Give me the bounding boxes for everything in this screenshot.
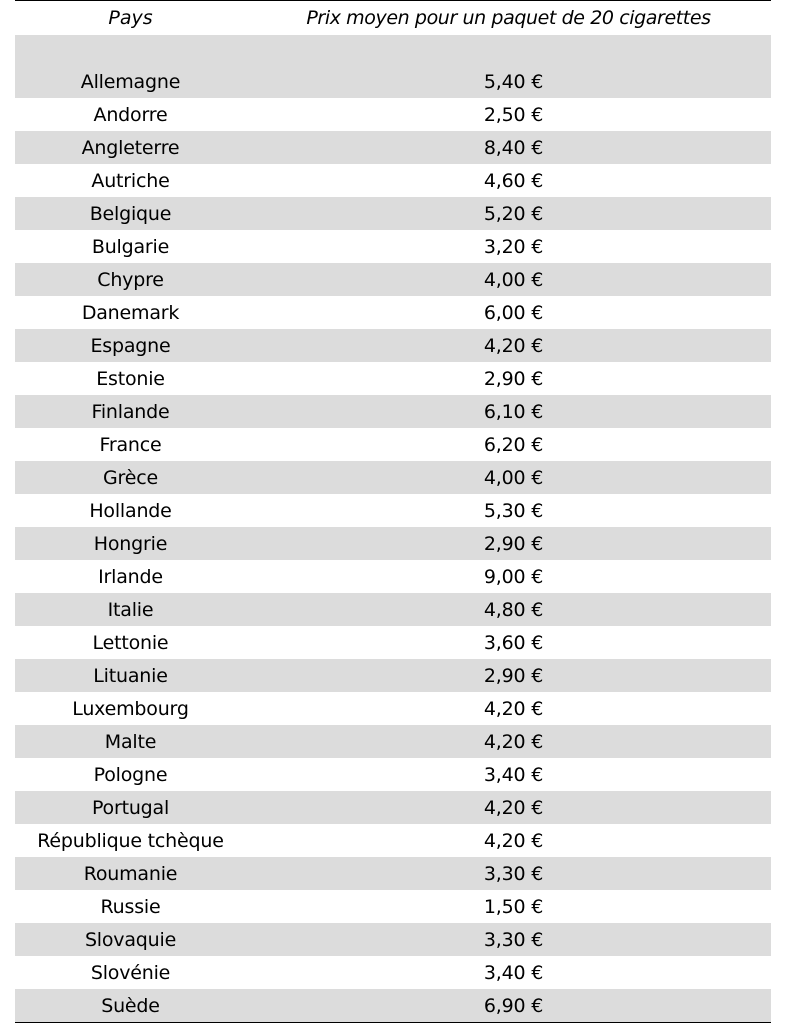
country-cell: Belgique bbox=[89, 202, 172, 225]
price-cell: 3,30 € bbox=[483, 928, 544, 951]
table-header-row: Pays Prix moyen pour un paquet de 20 cig… bbox=[15, 1, 771, 35]
table-row: République tchèque 4,20 € bbox=[15, 824, 771, 857]
price-cell: 2,90 € bbox=[483, 367, 544, 390]
price-cell: 4,20 € bbox=[483, 829, 544, 852]
country-cell: Espagne bbox=[90, 334, 171, 357]
country-cell: Portugal bbox=[91, 796, 170, 819]
price-cell: 3,40 € bbox=[483, 961, 544, 984]
price-cell: 8,40 € bbox=[483, 136, 544, 159]
table-row: Suède 6,90 € bbox=[15, 989, 771, 1022]
price-cell: 6,10 € bbox=[483, 400, 544, 423]
table-row: Hollande 5,30 € bbox=[15, 494, 771, 527]
table-row: Lituanie 2,90 € bbox=[15, 659, 771, 692]
price-cell: 3,40 € bbox=[483, 763, 544, 786]
price-cell: 4,00 € bbox=[483, 466, 544, 489]
country-cell: Andorre bbox=[93, 103, 168, 126]
country-cell: Allemagne bbox=[80, 70, 181, 93]
price-cell: 3,60 € bbox=[483, 631, 544, 654]
country-cell: Finlande bbox=[91, 400, 170, 423]
cigarette-price-table: Pays Prix moyen pour un paquet de 20 cig… bbox=[15, 0, 771, 1023]
price-cell: 4,60 € bbox=[483, 169, 544, 192]
price-cell: 2,90 € bbox=[483, 664, 544, 687]
price-cell: 5,30 € bbox=[483, 499, 544, 522]
country-cell: Hollande bbox=[89, 499, 172, 522]
table-row: Roumanie 3,30 € bbox=[15, 857, 771, 890]
table-row: Portugal 4,20 € bbox=[15, 791, 771, 824]
table-row: Allemagne 5,40 € bbox=[15, 65, 771, 98]
price-cell: 5,20 € bbox=[483, 202, 544, 225]
table-row: Bulgarie 3,20 € bbox=[15, 230, 771, 263]
table-row: Estonie 2,90 € bbox=[15, 362, 771, 395]
table-row: Grèce 4,00 € bbox=[15, 461, 771, 494]
table-row: Irlande 9,00 € bbox=[15, 560, 771, 593]
table-row: Hongrie 2,90 € bbox=[15, 527, 771, 560]
price-cell: 1,50 € bbox=[483, 895, 544, 918]
price-cell: 9,00 € bbox=[483, 565, 544, 588]
country-cell: Lettonie bbox=[92, 631, 169, 654]
country-cell: Chypre bbox=[97, 268, 164, 291]
price-cell: 4,80 € bbox=[483, 598, 544, 621]
price-cell: 5,40 € bbox=[483, 70, 544, 93]
table-row: Lettonie 3,60 € bbox=[15, 626, 771, 659]
country-column-header: Pays bbox=[108, 7, 153, 29]
table-row: Autriche 4,60 € bbox=[15, 164, 771, 197]
country-cell: France bbox=[99, 433, 162, 456]
table-row: Slovénie 3,40 € bbox=[15, 956, 771, 989]
country-cell: République tchèque bbox=[37, 829, 224, 852]
table-row: Russie 1,50 € bbox=[15, 890, 771, 923]
country-cell: Italie bbox=[107, 598, 154, 621]
table-row: Pologne 3,40 € bbox=[15, 758, 771, 791]
country-cell: Suède bbox=[101, 994, 160, 1017]
country-cell: Slovénie bbox=[90, 961, 171, 984]
table-row: Malte 4,20 € bbox=[15, 725, 771, 758]
country-cell: Malte bbox=[104, 730, 157, 753]
table-spacer-row bbox=[15, 35, 771, 65]
table-row: Finlande 6,10 € bbox=[15, 395, 771, 428]
table-row: Danemark 6,00 € bbox=[15, 296, 771, 329]
country-cell: Roumanie bbox=[83, 862, 178, 885]
country-cell: Hongrie bbox=[93, 532, 168, 555]
table-row: Belgique 5,20 € bbox=[15, 197, 771, 230]
country-cell: Bulgarie bbox=[91, 235, 170, 258]
price-cell: 6,20 € bbox=[483, 433, 544, 456]
price-column-header: Prix moyen pour un paquet de 20 cigarett… bbox=[306, 7, 711, 29]
table-row: Luxembourg 4,20 € bbox=[15, 692, 771, 725]
country-cell: Russie bbox=[100, 895, 161, 918]
country-cell: Estonie bbox=[96, 367, 165, 390]
country-cell: Autriche bbox=[91, 169, 170, 192]
country-cell: Slovaquie bbox=[84, 928, 177, 951]
price-cell: 4,20 € bbox=[483, 697, 544, 720]
price-cell: 6,90 € bbox=[483, 994, 544, 1017]
price-cell: 4,20 € bbox=[483, 730, 544, 753]
country-cell: Pologne bbox=[93, 763, 168, 786]
table-row: Angleterre 8,40 € bbox=[15, 131, 771, 164]
price-cell: 4,00 € bbox=[483, 268, 544, 291]
country-cell: Lituanie bbox=[93, 664, 168, 687]
country-cell: Irlande bbox=[98, 565, 163, 588]
table-row: Andorre 2,50 € bbox=[15, 98, 771, 131]
country-cell: Angleterre bbox=[81, 136, 180, 159]
country-cell: Luxembourg bbox=[72, 697, 189, 720]
price-cell: 6,00 € bbox=[483, 301, 544, 324]
table-row: Slovaquie 3,30 € bbox=[15, 923, 771, 956]
table-row: Espagne 4,20 € bbox=[15, 329, 771, 362]
table-body: Allemagne 5,40 € Andorre 2,50 € Angleterre 8,… bbox=[15, 65, 771, 1022]
price-cell: 3,20 € bbox=[483, 235, 544, 258]
table-row: Chypre 4,00 € bbox=[15, 263, 771, 296]
price-cell: 2,90 € bbox=[483, 532, 544, 555]
price-cell: 2,50 € bbox=[483, 103, 544, 126]
table-row: France 6,20 € bbox=[15, 428, 771, 461]
price-cell: 4,20 € bbox=[483, 796, 544, 819]
price-cell: 3,30 € bbox=[483, 862, 544, 885]
price-cell: 4,20 € bbox=[483, 334, 544, 357]
table-row: Italie 4,80 € bbox=[15, 593, 771, 626]
country-cell: Grèce bbox=[103, 466, 158, 489]
country-cell: Danemark bbox=[81, 301, 180, 324]
